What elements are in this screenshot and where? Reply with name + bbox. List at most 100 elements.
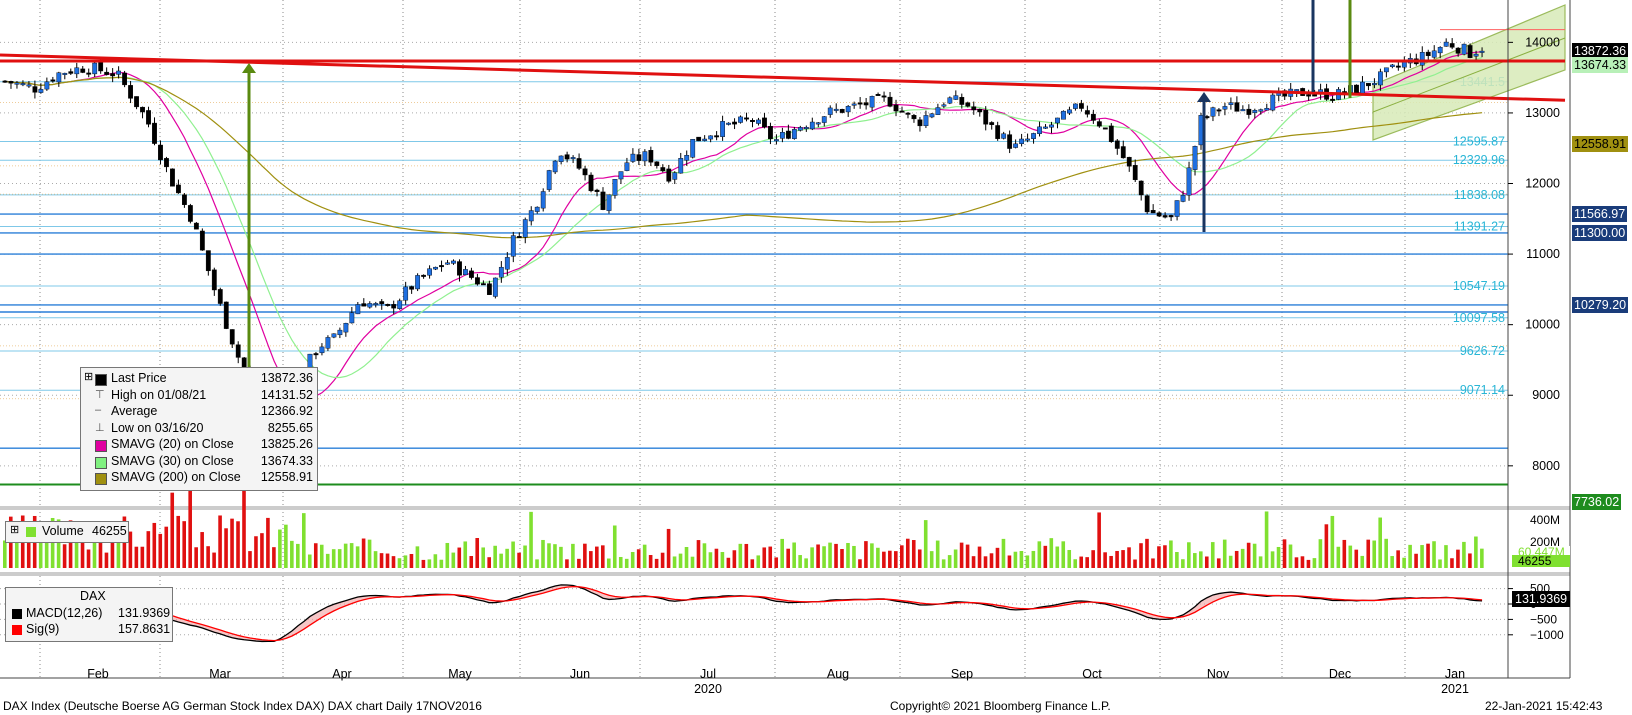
price-tick-label: 14000 (1525, 35, 1560, 49)
volume-bar (1282, 539, 1287, 568)
volume-bar (1031, 550, 1036, 568)
candle-body (415, 275, 421, 290)
volume-bar (463, 541, 468, 568)
month-label: Nov (1207, 667, 1230, 681)
volume-bar (535, 559, 539, 568)
legend-row: ⊥ Low on 03/16/20 8255.65 (81, 421, 317, 437)
volume-bar (373, 551, 378, 568)
price-legend: Last Price 13872.36 ⊤ High on 01/08/21 14131… (80, 367, 318, 491)
candle-body (947, 97, 953, 104)
candle-body (223, 301, 229, 329)
candle-body (1246, 108, 1252, 115)
candle-body (1168, 215, 1174, 218)
volume-bar (1055, 546, 1060, 568)
volume-bar (768, 546, 773, 568)
candle-body (540, 191, 546, 209)
candle-body (791, 129, 797, 139)
candle-body (1389, 64, 1395, 67)
candle-body (152, 122, 157, 144)
volume-bar (1127, 547, 1131, 568)
candle-body (1061, 110, 1066, 120)
volume-bar (690, 556, 695, 568)
volume-bar (433, 554, 438, 568)
volume-bar (218, 515, 222, 568)
candle-body (869, 96, 875, 108)
axes: 14000 13000 12000 11000 10000 9000 8000 400M 200… (87, 0, 1571, 696)
volume-bar (284, 524, 288, 568)
volume-bar (1109, 555, 1113, 568)
month-label: May (448, 667, 472, 681)
volume-bar (726, 557, 731, 568)
volume-bar (313, 543, 318, 568)
footer-source: DAX Index (Deutsche Boerse AG German Sto… (3, 699, 482, 713)
volume-bar (660, 552, 665, 568)
volume-bar (1163, 545, 1167, 568)
candle-body (20, 83, 26, 86)
volume-bar (786, 548, 790, 568)
candle-body (1031, 133, 1036, 139)
volume-bar (648, 555, 653, 568)
candle-body (809, 121, 815, 130)
volume-bar (206, 546, 210, 568)
volume-tick-label: 400M (1530, 513, 1560, 527)
volume-bar (953, 549, 958, 568)
candle-body (193, 222, 199, 230)
candle-body (821, 116, 827, 123)
candle-body (1114, 140, 1120, 149)
month-label: Jun (570, 667, 590, 681)
volume-bar (110, 541, 115, 568)
candle-body (205, 250, 211, 272)
trend-channel (1372, 4, 1566, 141)
volume-bar (804, 558, 808, 568)
month-label: Sep (951, 667, 973, 681)
volume-bar (1067, 549, 1072, 568)
candle-body (1419, 52, 1425, 66)
volume-bar (529, 511, 533, 568)
volume-bar (493, 545, 497, 568)
candle-body (768, 126, 773, 140)
volume-bar (792, 542, 796, 568)
candle-body (516, 236, 522, 239)
volume-bar (989, 553, 994, 568)
candle-body (911, 115, 917, 120)
candle-body (80, 68, 86, 73)
level-label: 12329.96 (1453, 153, 1505, 167)
volume-bar (1097, 512, 1101, 568)
volume-bar (1199, 551, 1203, 568)
level-label: 12595.87 (1453, 134, 1505, 148)
volume-bar (62, 544, 67, 568)
trend-channel-band (1372, 4, 1566, 141)
volume-bar (248, 551, 252, 568)
volume-bar (1145, 538, 1149, 568)
volume-bar (403, 555, 408, 568)
candle-body (116, 70, 122, 75)
legend-label: SMAVG (20) on Close (111, 437, 234, 451)
legend-row: – Average 12366.92 (81, 404, 317, 420)
volume-bar (840, 549, 844, 568)
candle-body (475, 277, 480, 285)
volume-bar (409, 553, 414, 568)
volume-bar (1378, 517, 1382, 568)
volume-bar (630, 552, 635, 568)
candle-body (1186, 167, 1192, 196)
candle-body (1330, 98, 1335, 101)
expand-icon[interactable]: ⊞ (84, 371, 94, 383)
volume-bar (1426, 543, 1430, 568)
volume-bar (278, 529, 282, 568)
legend-marker-icon: ⊥ (95, 421, 105, 434)
candle-body (732, 121, 737, 125)
volume-bar (349, 543, 354, 568)
expand-icon[interactable]: ⊞ (10, 524, 20, 536)
candle-body (427, 268, 432, 276)
sig-swatch (12, 625, 22, 635)
candle-body (570, 157, 576, 160)
legend-label: Low on 03/16/20 (111, 420, 204, 435)
volume-bar (74, 521, 79, 568)
candle-body (235, 344, 241, 358)
volume-bar (1037, 541, 1042, 568)
price-tick-label: 9000 (1532, 388, 1560, 402)
candle-body (845, 106, 851, 113)
volume-bar (672, 556, 677, 568)
candle-body (600, 191, 606, 210)
